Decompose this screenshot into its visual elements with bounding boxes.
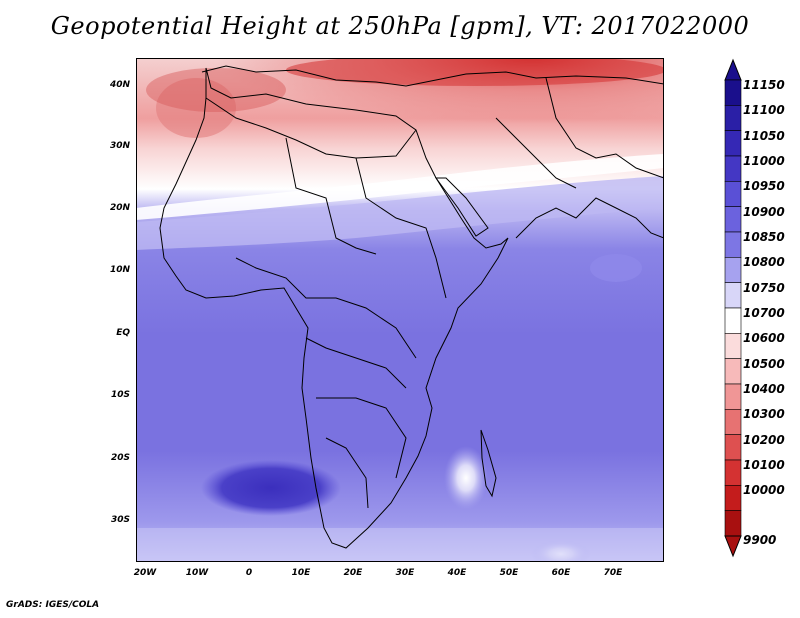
- colorbar-label: 10700: [743, 306, 785, 320]
- colorbar-swatch: [724, 206, 742, 233]
- colorbar-label: 10500: [743, 356, 785, 371]
- colorbar-label: 10750: [743, 280, 785, 295]
- lon-label-20w: 20W: [133, 568, 157, 578]
- lon-label-10w: 10W: [185, 568, 209, 578]
- colorbar-label: 11100: [743, 103, 785, 118]
- lat-label-30n: 30N: [109, 141, 130, 151]
- colorbar-label: 10850: [743, 230, 785, 244]
- colorbar-label: 10200: [743, 432, 785, 447]
- colorbar-swatch: [724, 130, 742, 157]
- map-title: Geopotential Height at 250hPa [gpm], VT:…: [50, 12, 750, 40]
- lat-label-20n: 20N: [109, 203, 130, 213]
- colorbar-swatch: [724, 181, 742, 207]
- footer-credit: GrADS: IGES/COLA: [6, 600, 100, 610]
- colorbar-swatch: [724, 510, 742, 537]
- colorbar-label: 9900: [743, 533, 777, 548]
- lat-label-40n: 40N: [109, 80, 130, 90]
- colorbar-swatch: [724, 79, 742, 106]
- lat-label-20s: 20S: [110, 453, 130, 463]
- lon-label-30e: 30E: [395, 568, 415, 578]
- colorbar-bottom-arrow: [724, 535, 742, 558]
- colorbar-swatch: [724, 459, 742, 486]
- colorbar-swatch: [724, 409, 742, 435]
- colorbar-swatch: [724, 231, 742, 258]
- lon-label-20e: 20E: [343, 568, 363, 578]
- colorbar-top-arrow: [724, 58, 742, 81]
- lon-label-40e: 40E: [447, 568, 467, 578]
- lat-label-10s: 10S: [110, 390, 130, 400]
- colorbar-label: 11000: [743, 154, 785, 168]
- lat-label-10n: 10N: [109, 265, 130, 275]
- colorbar-label: 10800: [743, 255, 785, 270]
- colorbar-label: 10600: [743, 331, 785, 346]
- lon-label-50e: 50E: [499, 568, 519, 578]
- colorbar-swatch: [724, 155, 742, 182]
- colorbar-label: 10300: [743, 407, 785, 422]
- lat-label-30s: 30S: [110, 515, 130, 525]
- lon-label-0: 0: [245, 568, 253, 578]
- lon-label-70e: 70E: [603, 568, 623, 578]
- map-plot: [136, 58, 664, 562]
- colorbar-label: 10400: [743, 382, 785, 396]
- lon-label-60e: 60E: [551, 568, 571, 578]
- colorbar-swatch: [724, 282, 742, 309]
- colorbar-label: 11050: [743, 128, 785, 143]
- colorbar-swatch: [724, 257, 742, 283]
- colorbar-label: 10950: [743, 179, 785, 194]
- colorbar-label: 10000: [743, 483, 785, 498]
- colorbar-label: 11150: [743, 78, 785, 92]
- colorbar-label: 10900: [743, 204, 785, 219]
- colorbar-swatch: [724, 434, 742, 461]
- colorbar: [724, 58, 742, 558]
- colorbar-swatch: [724, 105, 742, 131]
- coastlines: [159, 65, 664, 549]
- colorbar-swatch: [724, 333, 742, 359]
- colorbar-swatch: [724, 307, 742, 334]
- colorbar-swatch: [724, 485, 742, 511]
- colorbar-swatch: [724, 383, 742, 410]
- lat-label-eq: EQ: [116, 328, 130, 338]
- lon-label-10e: 10E: [291, 568, 311, 578]
- colorbar-swatch: [724, 358, 742, 385]
- colorbar-label: 10100: [743, 458, 785, 472]
